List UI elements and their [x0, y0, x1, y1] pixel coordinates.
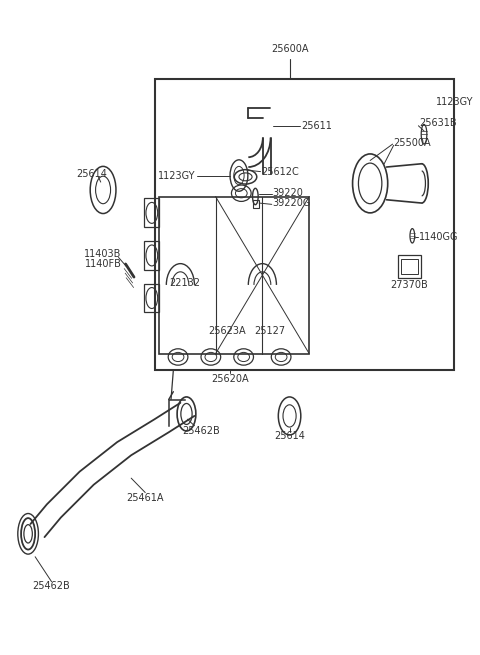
Bar	[144, 198, 159, 227]
Bar	[253, 200, 259, 208]
Bar	[398, 255, 421, 278]
Text: 22132: 22132	[169, 278, 201, 288]
Bar	[144, 284, 159, 312]
Text: 25620A: 25620A	[211, 373, 248, 384]
Text: 11403B: 11403B	[84, 249, 122, 259]
Text: 25600A: 25600A	[272, 44, 309, 54]
Text: 25461A: 25461A	[127, 493, 164, 503]
Text: 1123GY: 1123GY	[158, 170, 196, 181]
Text: 25631B: 25631B	[420, 118, 457, 128]
Bar	[155, 79, 455, 370]
Bar	[159, 196, 309, 354]
Text: 1140GG: 1140GG	[420, 232, 459, 242]
Text: 25623A: 25623A	[208, 326, 246, 336]
Bar	[401, 259, 418, 274]
Text: 39220G: 39220G	[273, 198, 311, 208]
Text: 1123GY: 1123GY	[436, 96, 473, 107]
Text: 25614: 25614	[274, 430, 305, 441]
Text: 25612C: 25612C	[262, 166, 299, 177]
Text: 25614: 25614	[76, 168, 107, 179]
Text: 39220: 39220	[273, 187, 303, 198]
Text: 25462B: 25462B	[33, 581, 71, 591]
Text: 25500A: 25500A	[394, 138, 431, 148]
Text: 25462B: 25462B	[182, 426, 220, 436]
Bar	[144, 241, 159, 270]
Text: 25127: 25127	[254, 326, 285, 336]
Text: 1140FB: 1140FB	[84, 259, 121, 269]
Text: 25611: 25611	[301, 121, 332, 131]
Text: 27370B: 27370B	[390, 280, 428, 290]
